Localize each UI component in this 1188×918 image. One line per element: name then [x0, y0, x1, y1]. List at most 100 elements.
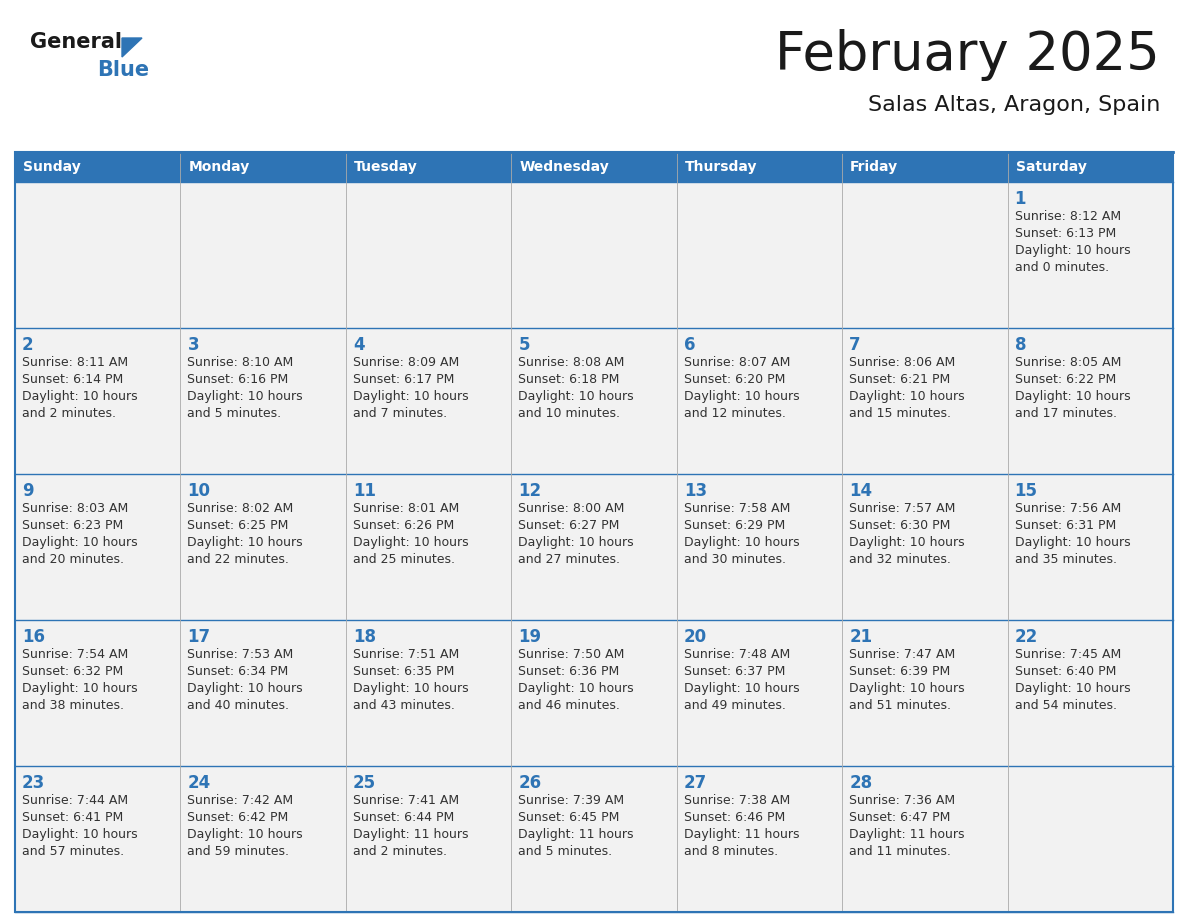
Text: and 7 minutes.: and 7 minutes. [353, 407, 447, 420]
Polygon shape [122, 38, 143, 57]
Text: 6: 6 [684, 336, 695, 354]
Bar [677, 474, 842, 620]
Bar [842, 152, 1007, 182]
Bar [511, 182, 677, 328]
Text: Sunset: 6:36 PM: Sunset: 6:36 PM [518, 665, 619, 678]
Text: Sunset: 6:32 PM: Sunset: 6:32 PM [23, 665, 124, 678]
Text: and 43 minutes.: and 43 minutes. [353, 699, 455, 712]
Bar [511, 620, 677, 766]
Text: 3: 3 [188, 336, 200, 354]
Text: and 32 minutes.: and 32 minutes. [849, 553, 952, 566]
Text: Sunrise: 7:38 AM: Sunrise: 7:38 AM [684, 794, 790, 807]
Bar [677, 766, 842, 912]
Text: Blue: Blue [97, 60, 150, 80]
Text: Sunrise: 7:47 AM: Sunrise: 7:47 AM [849, 648, 955, 661]
Text: 13: 13 [684, 482, 707, 500]
Text: 18: 18 [353, 628, 375, 646]
Bar [511, 766, 677, 912]
Bar [1007, 328, 1173, 474]
Text: Daylight: 11 hours: Daylight: 11 hours [684, 828, 800, 841]
Text: Sunset: 6:14 PM: Sunset: 6:14 PM [23, 373, 124, 386]
Text: Daylight: 10 hours: Daylight: 10 hours [23, 682, 138, 695]
Text: 16: 16 [23, 628, 45, 646]
Text: Sunrise: 8:06 AM: Sunrise: 8:06 AM [849, 356, 955, 369]
Text: Daylight: 10 hours: Daylight: 10 hours [1015, 536, 1130, 549]
Text: 8: 8 [1015, 336, 1026, 354]
Text: Sunset: 6:23 PM: Sunset: 6:23 PM [23, 519, 124, 532]
Bar [511, 328, 677, 474]
Text: Daylight: 10 hours: Daylight: 10 hours [1015, 682, 1130, 695]
Text: 15: 15 [1015, 482, 1037, 500]
Text: Daylight: 10 hours: Daylight: 10 hours [23, 536, 138, 549]
Text: Sunrise: 8:05 AM: Sunrise: 8:05 AM [1015, 356, 1121, 369]
Text: Daylight: 10 hours: Daylight: 10 hours [1015, 244, 1130, 257]
Text: Sunset: 6:26 PM: Sunset: 6:26 PM [353, 519, 454, 532]
Text: Sunset: 6:39 PM: Sunset: 6:39 PM [849, 665, 950, 678]
Text: Sunrise: 8:03 AM: Sunrise: 8:03 AM [23, 502, 128, 515]
Bar [346, 474, 511, 620]
Text: Daylight: 10 hours: Daylight: 10 hours [1015, 390, 1130, 403]
Text: Sunrise: 8:10 AM: Sunrise: 8:10 AM [188, 356, 293, 369]
Text: Daylight: 10 hours: Daylight: 10 hours [188, 390, 303, 403]
Bar [15, 152, 181, 182]
Text: and 0 minutes.: and 0 minutes. [1015, 261, 1108, 274]
Bar [1007, 474, 1173, 620]
Text: Sunrise: 8:09 AM: Sunrise: 8:09 AM [353, 356, 459, 369]
Text: and 5 minutes.: and 5 minutes. [518, 845, 612, 858]
Text: Sunset: 6:22 PM: Sunset: 6:22 PM [1015, 373, 1116, 386]
Text: Saturday: Saturday [1016, 160, 1087, 174]
Text: and 57 minutes.: and 57 minutes. [23, 845, 124, 858]
Bar [15, 182, 181, 328]
Text: Sunset: 6:44 PM: Sunset: 6:44 PM [353, 811, 454, 824]
Text: and 20 minutes.: and 20 minutes. [23, 553, 124, 566]
Bar [842, 328, 1007, 474]
Text: Daylight: 10 hours: Daylight: 10 hours [188, 682, 303, 695]
Bar [346, 182, 511, 328]
Text: Sunrise: 7:51 AM: Sunrise: 7:51 AM [353, 648, 459, 661]
Text: Daylight: 10 hours: Daylight: 10 hours [684, 682, 800, 695]
Text: and 51 minutes.: and 51 minutes. [849, 699, 952, 712]
Bar [181, 182, 346, 328]
Text: Salas Altas, Aragon, Spain: Salas Altas, Aragon, Spain [867, 95, 1159, 115]
Text: and 22 minutes.: and 22 minutes. [188, 553, 290, 566]
Text: Thursday: Thursday [684, 160, 757, 174]
Text: Sunset: 6:18 PM: Sunset: 6:18 PM [518, 373, 620, 386]
Text: 23: 23 [23, 774, 45, 792]
Bar [1007, 152, 1173, 182]
Text: Sunset: 6:16 PM: Sunset: 6:16 PM [188, 373, 289, 386]
Text: General: General [30, 32, 122, 52]
Text: Sunset: 6:13 PM: Sunset: 6:13 PM [1015, 227, 1116, 240]
Text: Daylight: 10 hours: Daylight: 10 hours [518, 390, 634, 403]
Text: Sunday: Sunday [23, 160, 81, 174]
Text: and 49 minutes.: and 49 minutes. [684, 699, 785, 712]
Text: Sunrise: 7:56 AM: Sunrise: 7:56 AM [1015, 502, 1120, 515]
Bar [842, 620, 1007, 766]
Text: Sunset: 6:45 PM: Sunset: 6:45 PM [518, 811, 620, 824]
Text: 12: 12 [518, 482, 542, 500]
Bar [1007, 182, 1173, 328]
Text: Sunset: 6:46 PM: Sunset: 6:46 PM [684, 811, 785, 824]
Text: and 54 minutes.: and 54 minutes. [1015, 699, 1117, 712]
Bar [15, 474, 181, 620]
Bar [15, 766, 181, 912]
Text: 26: 26 [518, 774, 542, 792]
Text: and 2 minutes.: and 2 minutes. [23, 407, 116, 420]
Text: Sunset: 6:37 PM: Sunset: 6:37 PM [684, 665, 785, 678]
Text: Daylight: 11 hours: Daylight: 11 hours [518, 828, 633, 841]
Bar [181, 328, 346, 474]
Text: and 27 minutes.: and 27 minutes. [518, 553, 620, 566]
Text: 9: 9 [23, 482, 33, 500]
Text: and 11 minutes.: and 11 minutes. [849, 845, 952, 858]
Text: 24: 24 [188, 774, 210, 792]
Text: 25: 25 [353, 774, 375, 792]
Text: 28: 28 [849, 774, 872, 792]
Text: 20: 20 [684, 628, 707, 646]
Text: 10: 10 [188, 482, 210, 500]
Text: Daylight: 10 hours: Daylight: 10 hours [518, 536, 634, 549]
Text: Sunset: 6:41 PM: Sunset: 6:41 PM [23, 811, 124, 824]
Text: 11: 11 [353, 482, 375, 500]
Text: Daylight: 10 hours: Daylight: 10 hours [353, 682, 468, 695]
Text: 17: 17 [188, 628, 210, 646]
Text: and 46 minutes.: and 46 minutes. [518, 699, 620, 712]
Text: and 12 minutes.: and 12 minutes. [684, 407, 785, 420]
